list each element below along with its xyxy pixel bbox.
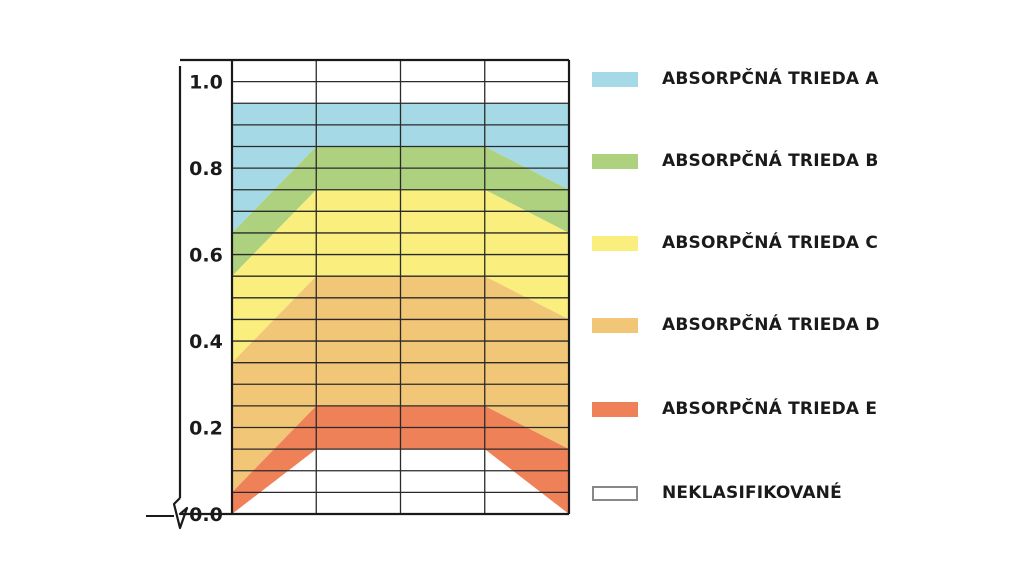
legend-swatch-e bbox=[592, 401, 638, 417]
y-tick-label: 0.4 bbox=[189, 331, 223, 353]
legend-label-a: ABSORPČNÁ TRIEDA A bbox=[662, 69, 879, 89]
legend-swatch-b bbox=[592, 153, 638, 169]
legend-item-a: ABSORPČNÁ TRIEDA A bbox=[592, 64, 879, 94]
ticks-layer: 0.0 0.2 0.4 0.6 0.8 1.0 bbox=[189, 72, 223, 526]
grid-layer bbox=[232, 60, 569, 514]
legend-label-b: ABSORPČNÁ TRIEDA B bbox=[662, 151, 879, 171]
legend-item-b: ABSORPČNÁ TRIEDA B bbox=[592, 146, 879, 176]
y-tick-label: 1.0 bbox=[189, 72, 223, 94]
legend-item-d: ABSORPČNÁ TRIEDA D bbox=[592, 310, 880, 340]
legend-swatch-c bbox=[592, 235, 638, 251]
legend-item-e: ABSORPČNÁ TRIEDA E bbox=[592, 394, 877, 424]
legend-label-unclassified: NEKLASIFIKOVANÉ bbox=[662, 483, 842, 503]
legend-label-c: ABSORPČNÁ TRIEDA C bbox=[662, 233, 879, 253]
legend-swatch-unclassified bbox=[592, 485, 638, 501]
legend-swatch-a bbox=[592, 71, 638, 87]
y-tick-label: 0.0 bbox=[189, 504, 223, 526]
legend-item-c: ABSORPČNÁ TRIEDA C bbox=[592, 228, 878, 258]
legend-swatch-d bbox=[592, 317, 638, 333]
y-tick-label: 0.6 bbox=[189, 245, 223, 267]
axis-layer bbox=[146, 58, 571, 530]
y-tick-label: 0.2 bbox=[189, 418, 223, 440]
x-axis-line bbox=[172, 497, 569, 530]
legend-label-e: ABSORPČNÁ TRIEDA E bbox=[662, 399, 878, 419]
y-tick-label: 0.8 bbox=[189, 158, 223, 180]
legend-label-d: ABSORPČNÁ TRIEDA D bbox=[662, 315, 880, 335]
legend-item-unclassified: NEKLASIFIKOVANÉ bbox=[592, 478, 842, 508]
